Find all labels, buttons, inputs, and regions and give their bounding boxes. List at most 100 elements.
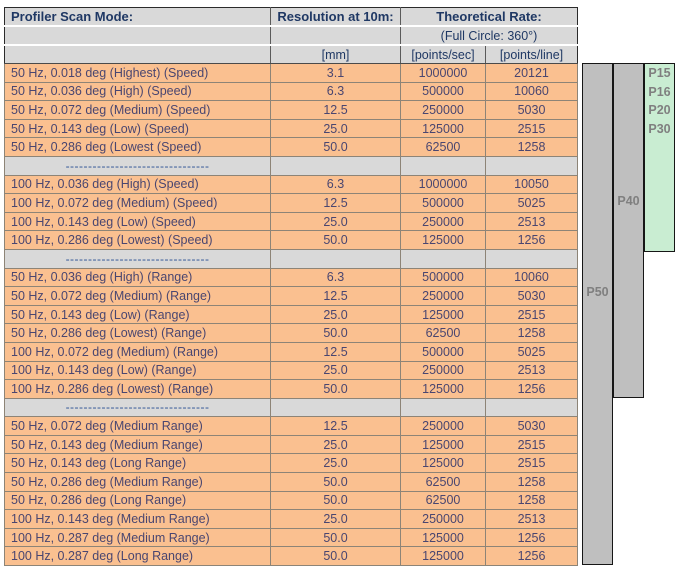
cell-points-sec: 500000 (400, 81, 486, 102)
cell-mode: 50 Hz, 0.143 deg (Long Range) (4, 453, 271, 474)
cell-points-line: 10060 (484, 81, 579, 102)
cell-mm: 25.0 (270, 360, 401, 381)
cell-mm: 12.5 (270, 286, 401, 306)
cell-points-sec: 500000 (400, 193, 486, 213)
cell-mm: 25.0 (270, 211, 401, 232)
cell-points-line: 20121 (484, 63, 579, 83)
bar-green-models: P15 P16 P20 P30 (644, 63, 675, 252)
cell-points-line: 1256 (484, 546, 579, 567)
cell-points-sec: 125000 (400, 379, 486, 399)
cell-points-line: 2515 (484, 304, 579, 325)
cell-mode: 50 Hz, 0.286 deg (Long Range) (4, 490, 271, 511)
separator-cell (270, 248, 401, 269)
table-row: 50 Hz, 0.143 deg (Low) (Speed) 25.0 125000… (4, 118, 579, 139)
cell-points-sec: 125000 (400, 527, 486, 548)
cell-mm: 25.0 (270, 434, 401, 455)
cell-mode: 50 Hz, 0.072 deg (Medium Range) (4, 416, 271, 436)
cell-points-line: 5030 (484, 286, 579, 306)
cell-points-sec: 125000 (400, 453, 486, 474)
table-row: 100 Hz, 0.143 deg (Low) (Speed) 25.0 25000… (4, 211, 579, 232)
separator-row: -------------------------------- (4, 155, 579, 176)
cell-mode: 50 Hz, 0.018 deg (Highest) (Speed) (4, 63, 271, 83)
cell-mode: 50 Hz, 0.286 deg (Lowest (Speed) (4, 137, 271, 157)
bar-green-label-p16: P16 (648, 84, 671, 99)
header-unit-points-sec: [points/sec] (400, 45, 486, 64)
separator-row: -------------------------------- (4, 397, 579, 418)
cell-mode: 100 Hz, 0.143 deg (Medium Range) (4, 509, 271, 529)
header-row-subtitle: (Full Circle: 360°) (4, 26, 578, 46)
cell-mm: 12.5 (270, 193, 401, 213)
cell-mm: 50.0 (270, 527, 401, 548)
table-row: 100 Hz, 0.286 deg (Lowest) (Range) 50.0 12… (4, 379, 579, 399)
cell-mode: 100 Hz, 0.287 deg (Medium Range) (4, 527, 271, 548)
table-row: 100 Hz, 0.287 deg (Long Range) 50.0 125000… (4, 546, 579, 567)
cell-points-sec: 62500 (400, 490, 486, 511)
cell-points-line: 2515 (484, 434, 579, 455)
table-body: 50 Hz, 0.018 deg (Highest) (Speed) 3.1 100… (4, 63, 579, 567)
cell-points-sec: 250000 (400, 286, 486, 306)
cell-points-sec: 62500 (400, 137, 486, 157)
separator-cell (484, 397, 579, 418)
cell-points-sec: 62500 (400, 323, 486, 343)
cell-points-line: 5030 (484, 100, 579, 120)
separator-cell (484, 155, 579, 176)
cell-points-sec: 500000 (400, 267, 486, 288)
cell-mm: 50.0 (270, 137, 401, 157)
cell-mm: 6.3 (270, 81, 401, 102)
table-row: 50 Hz, 0.072 deg (Medium Range) 12.5 25000… (4, 416, 579, 436)
separator-dashes: -------------------------------- (4, 155, 271, 176)
header-unit-mm: [mm] (270, 45, 401, 64)
table-row: 50 Hz, 0.018 deg (Highest) (Speed) 3.1 100… (4, 63, 579, 83)
cell-points-line: 1256 (484, 527, 579, 548)
cell-mm: 50.0 (270, 230, 401, 250)
cell-points-sec: 250000 (400, 211, 486, 232)
separator-row: -------------------------------- (4, 248, 579, 269)
cell-mm: 25.0 (270, 118, 401, 139)
cell-points-sec: 125000 (400, 304, 486, 325)
cell-mode: 50 Hz, 0.036 deg (High) (Speed) (4, 81, 271, 102)
table-row: 50 Hz, 0.143 deg (Medium Range) 25.0 12500… (4, 434, 579, 455)
table-row: 100 Hz, 0.072 deg (Medium) (Speed) 12.5 50… (4, 193, 579, 213)
header-theoretical-rate: Theoretical Rate: (400, 7, 578, 27)
table-row: 50 Hz, 0.072 deg (Medium) (Range) 12.5 250… (4, 286, 579, 306)
cell-mode: 50 Hz, 0.072 deg (Medium) (Speed) (4, 100, 271, 120)
cell-points-line: 1258 (484, 323, 579, 343)
cell-mode: 100 Hz, 0.143 deg (Low) (Range) (4, 360, 271, 381)
cell-points-line: 2515 (484, 118, 579, 139)
table-row: 100 Hz, 0.143 deg (Medium Range) 25.0 2500… (4, 509, 579, 529)
header-scan-mode: Profiler Scan Mode: (4, 7, 271, 27)
table-row: 100 Hz, 0.286 deg (Lowest) (Speed) 50.0 12… (4, 230, 579, 250)
cell-mode: 100 Hz, 0.036 deg (High) (Speed) (4, 174, 271, 195)
cell-mode: 100 Hz, 0.072 deg (Medium) (Speed) (4, 193, 271, 213)
cell-mm: 25.0 (270, 509, 401, 529)
table-row: 50 Hz, 0.286 deg (Lowest (Speed) 50.0 6250… (4, 137, 579, 157)
table-row: 100 Hz, 0.036 deg (High) (Speed) 6.3 10000… (4, 174, 579, 195)
cell-mm: 12.5 (270, 416, 401, 436)
header-empty-cell (4, 26, 271, 46)
header-unit-points-line: [points/line] (485, 45, 578, 64)
table-row: 50 Hz, 0.143 deg (Long Range) 25.0 125000 2… (4, 453, 579, 474)
separator-cell (270, 397, 401, 418)
table-header: Profiler Scan Mode: Resolution at 10m: T… (4, 7, 578, 64)
cell-mm: 50.0 (270, 472, 401, 492)
table-row: 50 Hz, 0.286 deg (Lowest) (Range) 50.0 625… (4, 323, 579, 343)
cell-points-line: 1258 (484, 472, 579, 492)
cell-points-line: 2513 (484, 509, 579, 529)
cell-mm: 50.0 (270, 379, 401, 399)
cell-points-line: 1256 (484, 230, 579, 250)
cell-points-line: 10060 (484, 267, 579, 288)
cell-points-sec: 250000 (400, 509, 486, 529)
separator-cell (484, 248, 579, 269)
cell-points-sec: 250000 (400, 416, 486, 436)
cell-mm: 6.3 (270, 267, 401, 288)
table-row: 50 Hz, 0.143 deg (Low) (Range) 25.0 125000… (4, 304, 579, 325)
cell-points-sec: 125000 (400, 434, 486, 455)
cell-mode: 50 Hz, 0.286 deg (Medium Range) (4, 472, 271, 492)
header-rate-subtitle: (Full Circle: 360°) (400, 26, 578, 46)
separator-dashes: -------------------------------- (4, 248, 271, 269)
profiler-scan-table: Profiler Scan Mode: Resolution at 10m: T… (4, 7, 579, 567)
cell-points-line: 1258 (484, 490, 579, 511)
cell-mode: 100 Hz, 0.286 deg (Lowest) (Range) (4, 379, 271, 399)
table-row: 50 Hz, 0.286 deg (Medium Range) 50.0 62500… (4, 472, 579, 492)
cell-mm: 3.1 (270, 63, 401, 83)
